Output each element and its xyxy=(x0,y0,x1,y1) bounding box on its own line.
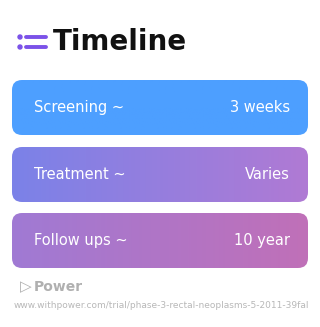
Text: Follow ups ~: Follow ups ~ xyxy=(34,233,128,248)
Text: Timeline: Timeline xyxy=(53,28,187,56)
Text: Treatment ~: Treatment ~ xyxy=(34,167,126,182)
Text: www.withpower.com/trial/phase-3-rectal-neoplasms-5-2011-39fal: www.withpower.com/trial/phase-3-rectal-n… xyxy=(14,301,309,309)
Text: Screening ~: Screening ~ xyxy=(34,100,124,115)
Text: ▷: ▷ xyxy=(20,280,32,295)
FancyBboxPatch shape xyxy=(12,80,308,135)
FancyBboxPatch shape xyxy=(12,147,308,202)
Text: Power: Power xyxy=(34,280,83,294)
Circle shape xyxy=(18,45,22,49)
Circle shape xyxy=(18,35,22,39)
Text: Varies: Varies xyxy=(245,167,290,182)
FancyBboxPatch shape xyxy=(12,213,308,268)
Text: 3 weeks: 3 weeks xyxy=(230,100,290,115)
Text: 10 year: 10 year xyxy=(234,233,290,248)
